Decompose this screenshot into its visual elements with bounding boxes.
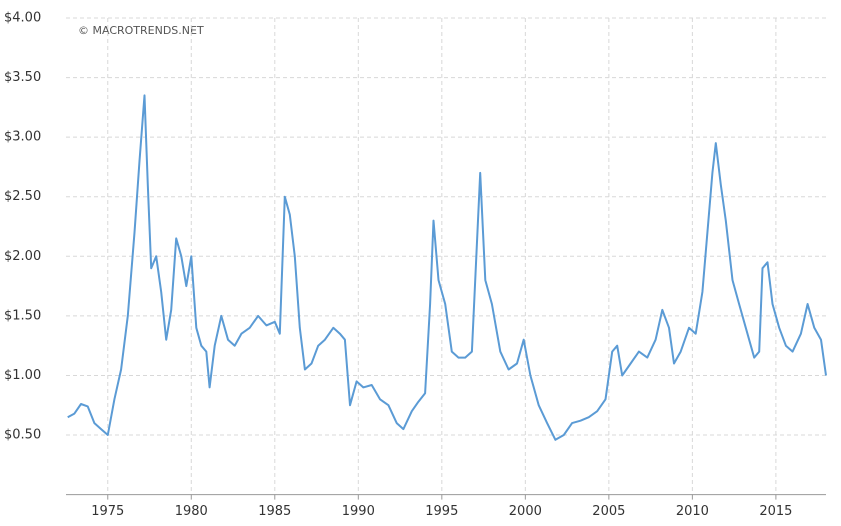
- x-tick-label: 1985: [258, 504, 291, 519]
- x-tick-label: 2000: [509, 504, 542, 519]
- y-tick-label: $1.50: [4, 308, 41, 323]
- y-tick-label: $1.00: [4, 368, 41, 383]
- watermark: © MACROTRENDS.NET: [78, 24, 204, 37]
- y-tick-label: $2.50: [4, 189, 41, 204]
- x-tick-label: 2015: [759, 504, 792, 519]
- y-tick-label: $3.00: [4, 130, 41, 145]
- x-tick-label: 1975: [91, 504, 124, 519]
- x-tick-label: 1980: [175, 504, 208, 519]
- y-tick-label: $2.00: [4, 249, 41, 264]
- y-tick-label: $3.50: [4, 70, 41, 85]
- x-tick-label: 2010: [676, 504, 709, 519]
- y-tick-label: $0.50: [4, 428, 41, 443]
- x-tick-label: 1990: [342, 504, 375, 519]
- x-tick-label: 1995: [425, 504, 458, 519]
- price-line: [67, 94, 827, 441]
- y-tick-label: $4.00: [4, 11, 41, 26]
- x-tick-label: 2005: [592, 504, 625, 519]
